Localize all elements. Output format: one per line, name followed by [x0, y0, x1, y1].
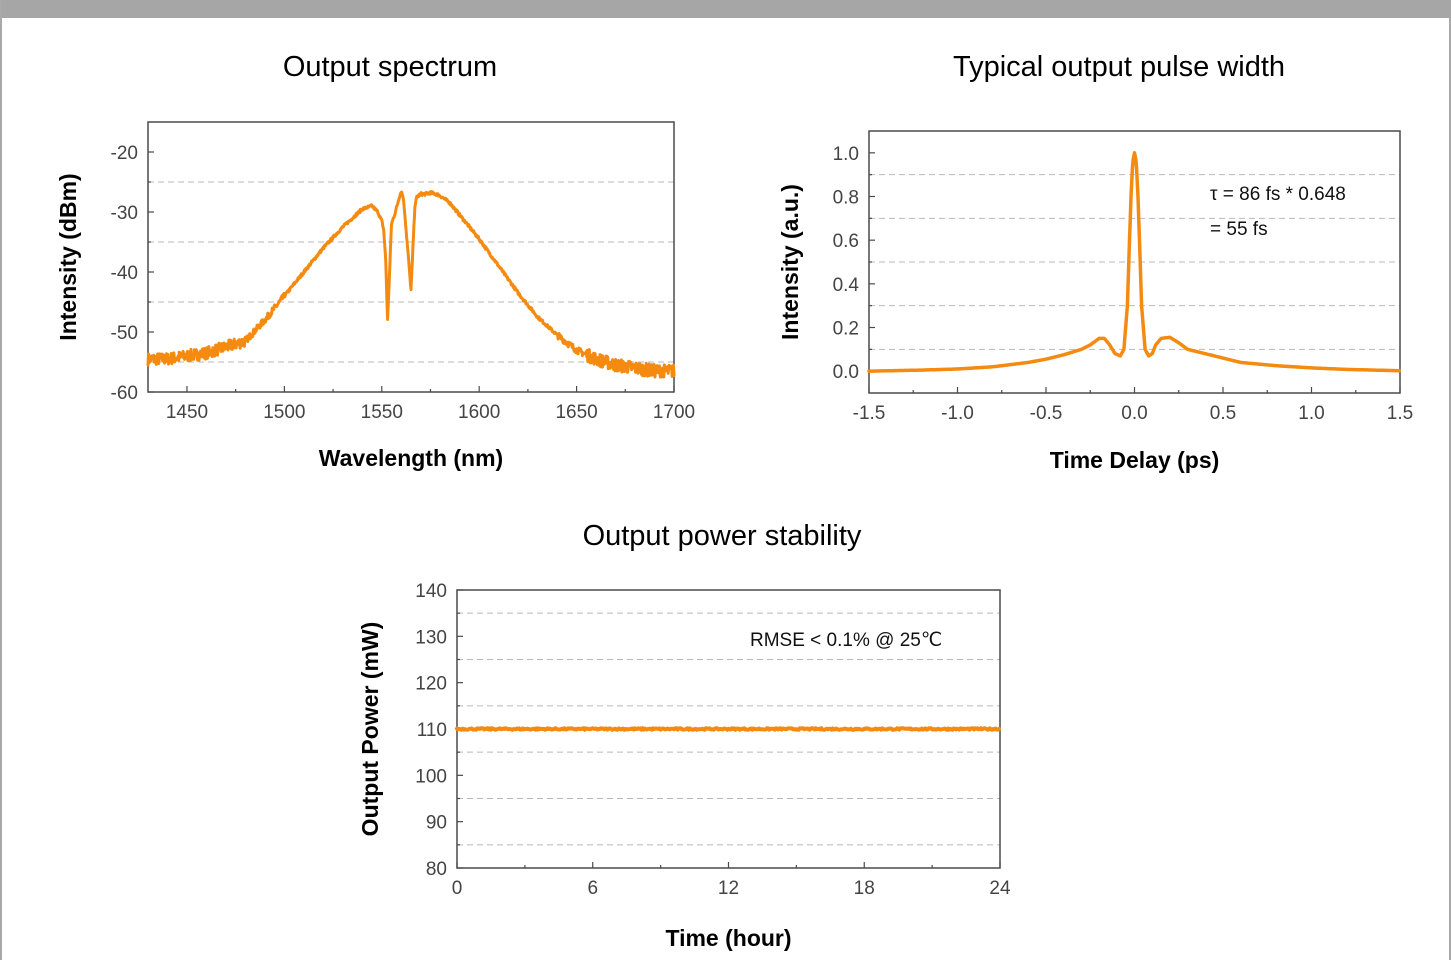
- y-tick-label: -30: [111, 203, 138, 224]
- x-tick-label: 1650: [555, 402, 597, 423]
- y-tick-label: 1.0: [833, 144, 859, 165]
- x-tick-label: 18: [854, 878, 875, 899]
- chart-annotation: RMSE < 0.1% @ 25℃: [750, 630, 942, 651]
- chart-title: Output spectrum: [283, 51, 497, 83]
- x-tick-label: 0: [452, 878, 463, 899]
- x-tick-label: 0.5: [1210, 403, 1236, 424]
- chart-title: Output power stability: [583, 520, 862, 552]
- x-tick-label: -1.0: [941, 403, 974, 424]
- data-series-line: [867, 151, 1402, 373]
- y-tick-label: 110: [417, 720, 447, 741]
- y-tick-label: 0.6: [833, 231, 859, 252]
- y-tick-label: -40: [111, 263, 138, 284]
- y-tick-label: 120: [415, 674, 447, 695]
- x-tick-label: 0.0: [1121, 403, 1147, 424]
- y-tick-label: -20: [111, 143, 138, 164]
- y-tick-label: 130: [415, 627, 447, 648]
- y-axis-label: Intensity (dBm): [55, 173, 81, 340]
- x-axis-label: Wavelength (nm): [319, 445, 503, 471]
- chart-annotation: = 55 fs: [1210, 219, 1268, 240]
- x-tick-label: 1450: [166, 402, 208, 423]
- y-tick-label: 80: [426, 859, 447, 880]
- plot-frame: [147, 121, 675, 393]
- x-axis-label: Time Delay (ps): [1050, 447, 1220, 473]
- y-tick-label: 0.8: [833, 188, 859, 209]
- y-tick-label: -50: [111, 323, 138, 344]
- top-border-bar: [2, 0, 1451, 18]
- data-series-line: [455, 726, 1001, 732]
- y-axis-label: Output Power (mW): [357, 622, 383, 837]
- y-tick-label: 140: [415, 581, 447, 602]
- x-axis-label: Time (hour): [665, 925, 791, 951]
- x-tick-label: 6: [587, 878, 598, 899]
- chart-1: Output spectrum -60 -50 -40 -30 -20 1450 1500 15…: [55, 51, 695, 471]
- x-tick-label: 1600: [458, 402, 500, 423]
- x-tick-label: 1.5: [1387, 403, 1413, 424]
- x-tick-label: 1700: [653, 402, 695, 423]
- y-tick-label: 100: [415, 766, 447, 787]
- y-tick-label: 0.0: [833, 362, 859, 383]
- data-series-line: [146, 190, 676, 379]
- x-tick-label: 1500: [263, 402, 305, 423]
- chart-2: Typical output pulse width 0.0 0.2 0.4 0.6 0.…: [777, 51, 1413, 473]
- chart-3: Output power stability809010011012013014…: [357, 520, 1011, 951]
- x-tick-label: 1.0: [1298, 403, 1324, 424]
- y-tick-label: 90: [426, 813, 447, 834]
- y-tick-label: 0.2: [833, 319, 859, 340]
- x-tick-label: 24: [989, 878, 1011, 899]
- chart-annotation: τ = 86 fs * 0.648: [1210, 184, 1346, 205]
- y-tick-label: 0.4: [833, 275, 860, 296]
- x-tick-label: 12: [718, 878, 739, 899]
- y-axis-label: Intensity (a.u.): [777, 184, 803, 340]
- x-tick-label: -1.5: [853, 403, 886, 424]
- y-tick-label: -60: [111, 383, 138, 404]
- x-tick-label: -0.5: [1030, 403, 1063, 424]
- chart-title: Typical output pulse width: [953, 51, 1285, 83]
- x-tick-label: 1550: [361, 402, 403, 423]
